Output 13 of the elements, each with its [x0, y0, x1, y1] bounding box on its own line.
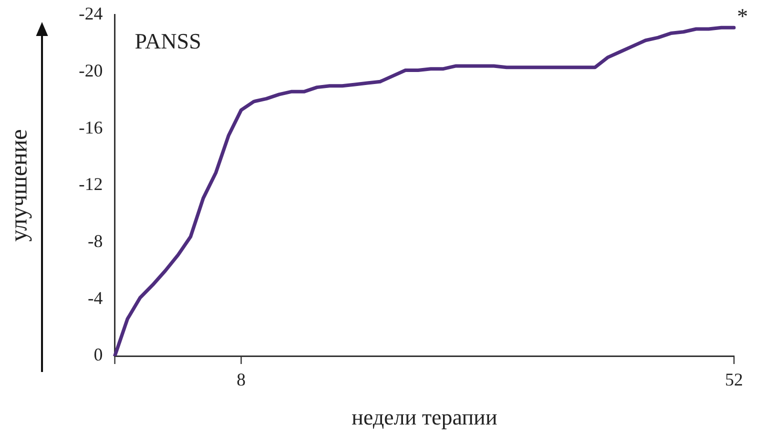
y-tick-label: -12 — [78, 174, 103, 194]
y-tick-label: -8 — [88, 231, 103, 251]
y-tick-label: -20 — [78, 60, 103, 80]
y-tick-label: -24 — [78, 4, 103, 24]
annotation: * — [737, 3, 748, 28]
y-tick-label: -4 — [88, 288, 103, 308]
x-tick-label: 52 — [725, 370, 743, 390]
x-tick-label: 8 — [236, 370, 246, 390]
annotation: PANSS — [134, 28, 202, 54]
y-tick-label: -16 — [78, 117, 103, 138]
y-axis-title: улучшение — [6, 129, 33, 242]
x-axis-title: недели терапии — [352, 404, 498, 430]
y-tick-label: 0 — [94, 344, 103, 365]
